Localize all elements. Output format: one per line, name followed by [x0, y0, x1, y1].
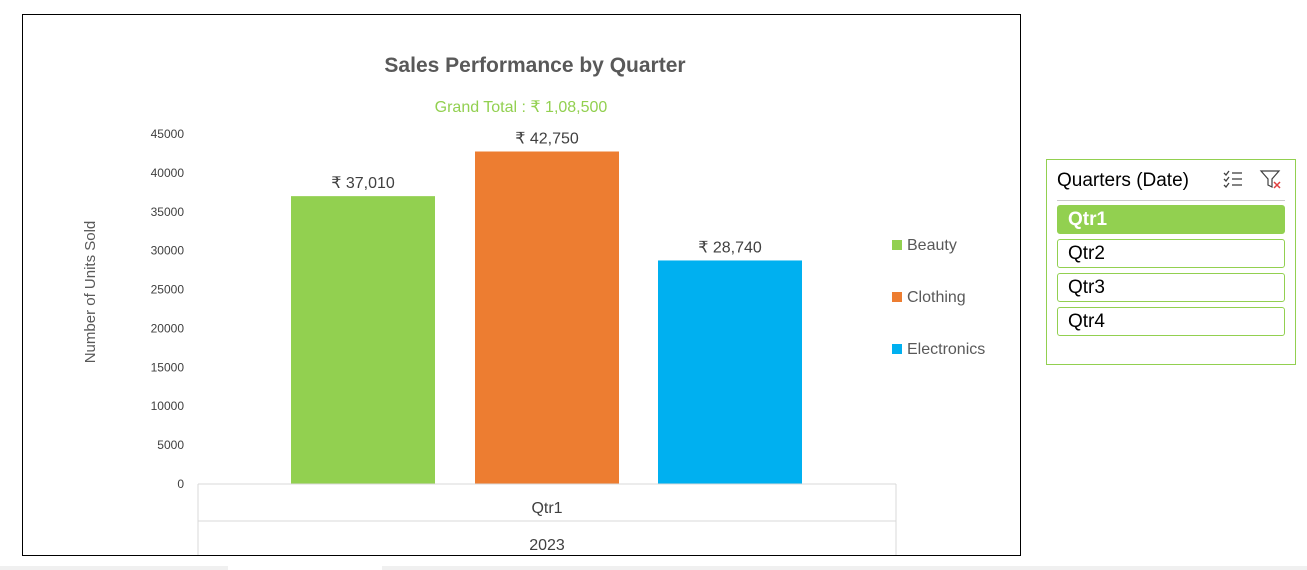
clear-filter-icon[interactable]	[1259, 168, 1283, 192]
y-tick-label: 20000	[151, 321, 185, 335]
legend-label-clothing: Clothing	[907, 289, 966, 306]
bar-series-group	[291, 151, 802, 484]
legend: Beauty Clothing Electronics	[892, 237, 985, 358]
slicer-item-qtr2[interactable]: Qtr2	[1057, 239, 1285, 268]
y-tick-label: 5000	[157, 438, 184, 452]
data-label: ₹ 42,750	[515, 131, 579, 148]
bar-beauty	[291, 196, 435, 484]
legend-label-electronics: Electronics	[907, 341, 985, 358]
chart-container[interactable]: Sales Performance by Quarter Grand Total…	[22, 14, 1021, 556]
bar-electronics	[658, 260, 802, 484]
y-axis-ticks: 0 5000 10000 15000 20000 25000 30000 35000 40000…	[151, 127, 185, 491]
x-group-label: 2023	[529, 537, 565, 554]
y-tick-label: 25000	[151, 283, 185, 297]
multi-select-icon[interactable]	[1221, 168, 1245, 192]
x-category-label: Qtr1	[531, 500, 562, 517]
data-label: ₹ 37,010	[331, 175, 395, 192]
slicer-item-qtr3[interactable]: Qtr3	[1057, 273, 1285, 302]
y-tick-label: 45000	[151, 127, 185, 141]
slicer-item-qtr1[interactable]: Qtr1	[1057, 205, 1285, 234]
y-axis-label: Number of Units Sold	[82, 221, 99, 364]
data-label: ₹ 28,740	[698, 239, 762, 256]
y-tick-label: 15000	[151, 360, 185, 374]
legend-swatch-beauty	[892, 240, 902, 250]
legend-label-beauty: Beauty	[907, 237, 957, 254]
grand-total-subtitle: Grand Total : ₹ 1,08,500	[435, 99, 608, 116]
y-tick-label: 10000	[151, 399, 185, 413]
y-tick-label: 0	[177, 477, 184, 491]
slicer-title: Quarters (Date)	[1057, 170, 1189, 191]
slicer-header: Quarters (Date)	[1057, 168, 1285, 201]
data-labels: ₹ 37,010 ₹ 42,750 ₹ 28,740	[331, 131, 762, 257]
category-axis: Qtr1 2023	[197, 483, 897, 555]
y-tick-label: 30000	[151, 244, 185, 258]
bar-clothing	[475, 151, 619, 484]
y-tick-label: 35000	[151, 205, 185, 219]
sheet-scroll-area	[382, 566, 1307, 570]
slicer-item-qtr4[interactable]: Qtr4	[1057, 307, 1285, 336]
sheet-scroll-area	[0, 566, 228, 570]
quarters-slicer[interactable]: Quarters (Date) Qtr1 Qtr2 Qtr3 Qtr4	[1046, 159, 1296, 365]
chart-title: Sales Performance by Quarter	[384, 54, 685, 77]
legend-swatch-electronics	[892, 344, 902, 354]
legend-swatch-clothing	[892, 292, 902, 302]
y-tick-label: 40000	[151, 166, 185, 180]
bar-chart: Sales Performance by Quarter Grand Total…	[82, 54, 985, 555]
